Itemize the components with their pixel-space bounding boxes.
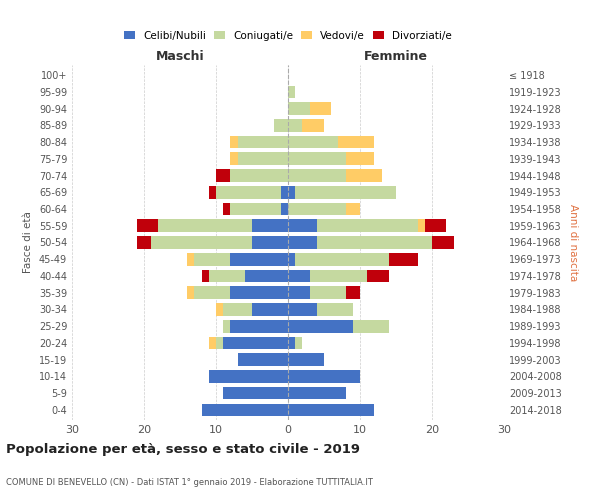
Bar <box>288 119 302 132</box>
Bar <box>288 102 310 115</box>
Bar <box>230 253 288 266</box>
Bar <box>288 320 353 332</box>
Bar <box>230 202 281 215</box>
Y-axis label: Fasce di età: Fasce di età <box>23 212 33 274</box>
Bar <box>137 236 151 249</box>
Legend: Celibi/Nubili, Coniugati/e, Vedovi/e, Divorziati/e: Celibi/Nubili, Coniugati/e, Vedovi/e, Di… <box>121 28 455 44</box>
Bar <box>425 220 446 232</box>
Bar <box>288 303 317 316</box>
Bar <box>216 186 281 198</box>
Bar <box>288 253 295 266</box>
Bar <box>288 387 346 400</box>
Bar <box>230 286 288 299</box>
Bar <box>209 270 245 282</box>
Bar <box>230 169 288 182</box>
Bar <box>346 286 360 299</box>
Bar <box>209 186 216 198</box>
Bar <box>310 286 346 299</box>
Bar <box>288 354 324 366</box>
Bar <box>310 270 367 282</box>
Bar <box>238 354 288 366</box>
Bar <box>317 236 432 249</box>
Bar <box>288 220 317 232</box>
Bar <box>317 303 353 316</box>
Bar <box>274 119 288 132</box>
Bar <box>223 202 230 215</box>
Bar <box>209 336 216 349</box>
Bar <box>295 253 389 266</box>
Text: Femmine: Femmine <box>364 50 428 64</box>
Bar <box>353 320 389 332</box>
Bar <box>230 152 238 165</box>
Bar <box>216 303 223 316</box>
Bar <box>137 220 158 232</box>
Bar <box>151 236 252 249</box>
Text: Popolazione per età, sesso e stato civile - 2019: Popolazione per età, sesso e stato civil… <box>6 442 360 456</box>
Bar <box>346 152 374 165</box>
Bar <box>346 202 360 215</box>
Bar <box>230 136 238 148</box>
Bar <box>346 169 382 182</box>
Bar <box>194 253 230 266</box>
Bar <box>187 253 194 266</box>
Bar <box>202 270 209 282</box>
Bar <box>288 270 310 282</box>
Bar <box>367 270 389 282</box>
Bar <box>288 370 360 382</box>
Bar <box>238 152 288 165</box>
Bar <box>288 86 295 98</box>
Text: COMUNE DI BENEVELLO (CN) - Dati ISTAT 1° gennaio 2019 - Elaborazione TUTTITALIA.: COMUNE DI BENEVELLO (CN) - Dati ISTAT 1°… <box>6 478 373 487</box>
Bar <box>238 136 288 148</box>
Bar <box>432 236 454 249</box>
Bar <box>418 220 425 232</box>
Bar <box>288 169 346 182</box>
Bar <box>216 336 223 349</box>
Bar <box>302 119 324 132</box>
Bar <box>295 336 302 349</box>
Bar <box>389 253 418 266</box>
Bar <box>288 202 346 215</box>
Bar <box>288 152 346 165</box>
Bar <box>209 370 288 382</box>
Bar <box>223 303 252 316</box>
Text: Maschi: Maschi <box>155 50 205 64</box>
Bar <box>288 336 295 349</box>
Bar <box>252 236 288 249</box>
Bar <box>281 186 288 198</box>
Bar <box>245 270 288 282</box>
Bar <box>252 303 288 316</box>
Bar <box>216 169 230 182</box>
Bar <box>223 320 230 332</box>
Bar <box>223 336 288 349</box>
Bar <box>288 136 338 148</box>
Bar <box>230 320 288 332</box>
Bar <box>288 236 317 249</box>
Bar <box>187 286 194 299</box>
Bar <box>194 286 230 299</box>
Bar <box>158 220 252 232</box>
Bar <box>288 286 310 299</box>
Bar <box>317 220 418 232</box>
Bar <box>295 186 396 198</box>
Bar <box>202 404 288 416</box>
Bar <box>223 387 288 400</box>
Bar <box>288 404 374 416</box>
Y-axis label: Anni di nascita: Anni di nascita <box>568 204 578 281</box>
Bar <box>252 220 288 232</box>
Bar <box>281 202 288 215</box>
Bar <box>310 102 331 115</box>
Bar <box>338 136 374 148</box>
Bar <box>288 186 295 198</box>
